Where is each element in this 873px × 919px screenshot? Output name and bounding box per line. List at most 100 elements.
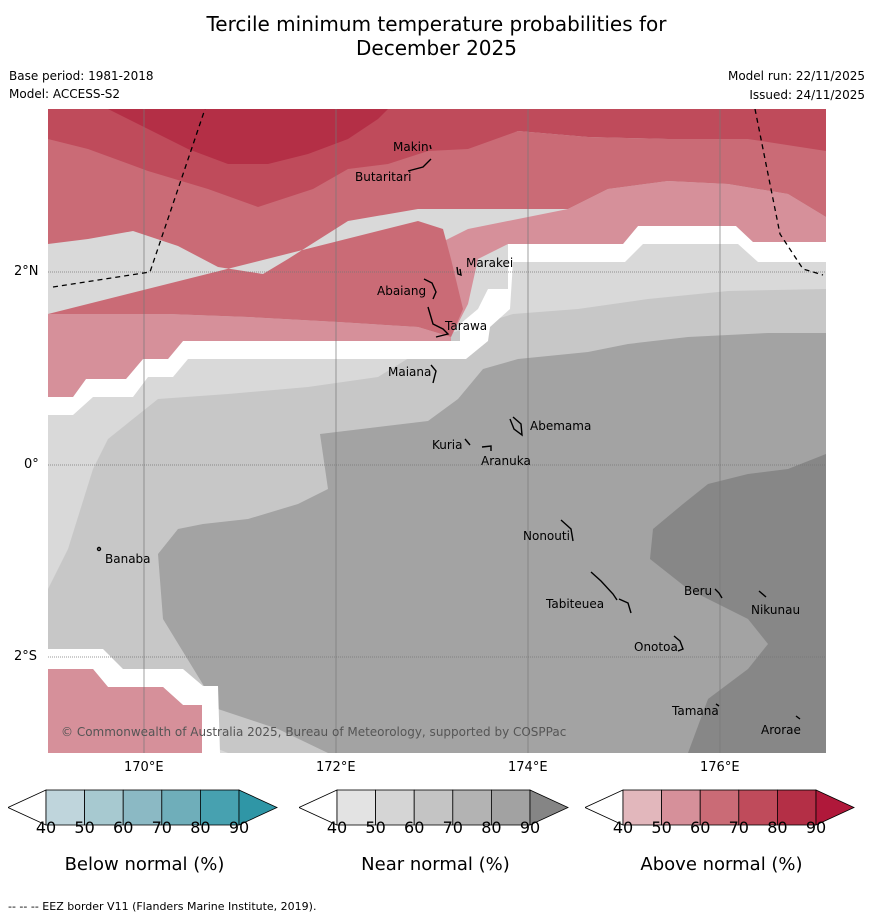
label-nikunau: Nikunau	[751, 603, 800, 617]
onotoa-island	[673, 635, 684, 652]
model-run: Model run: 22/11/2025	[727, 69, 865, 83]
beru-island	[714, 588, 723, 599]
colorbar-above-cell	[699, 789, 740, 826]
copyright-notice: © Commonwealth of Australia 2025, Bureau…	[61, 725, 566, 739]
butaritari-island	[407, 158, 432, 172]
aranuka-island	[481, 445, 492, 451]
lat-label-2n: 2°N	[14, 264, 39, 279]
colorbar-below-cell	[199, 789, 240, 826]
colorbar-below-tick: 80	[190, 818, 210, 835]
colorbar-near-label: Near normal (%)	[361, 854, 510, 875]
colorbar-near-tick: 70	[443, 818, 463, 835]
kuria-island	[464, 438, 471, 446]
model-name: Model: ACCESS-S2	[9, 87, 121, 101]
colorbar-below-cell	[45, 789, 85, 826]
eez-border	[52, 109, 824, 288]
colorbar-below-tick: 50	[74, 818, 94, 835]
tamana-island	[715, 703, 720, 707]
colorbar-near-cell	[452, 789, 492, 826]
colorbar-below-cell	[122, 789, 163, 826]
label-tabiteuea: Tabiteuea	[545, 597, 604, 611]
eez-border-east	[754, 109, 824, 276]
lon-label-172e: 172°E	[316, 760, 356, 775]
colorbar-near-cell	[336, 789, 376, 826]
colorbar-above-tick: 80	[767, 818, 787, 835]
label-aranuka: Aranuka	[481, 454, 531, 468]
colorbar-above-cell	[661, 789, 701, 826]
label-banaba: Banaba	[105, 552, 151, 566]
label-nonouti: Nonouti	[523, 529, 570, 543]
colorbar-near-extend-high	[529, 789, 569, 826]
separation-band-bottom	[48, 649, 220, 753]
banaba-island	[96, 546, 102, 552]
colorbar-near-tick: 80	[481, 818, 501, 835]
above-90-region	[108, 109, 388, 164]
lon-label-176e: 176°E	[700, 760, 740, 775]
colorbar-above-tick: 40	[613, 818, 633, 835]
islands	[96, 144, 801, 720]
base-period: Base period: 1981-2018	[9, 69, 154, 83]
abaiang-island	[423, 278, 437, 300]
lon-label-170e: 170°E	[124, 760, 164, 775]
lat-label-0: 0°	[24, 457, 39, 472]
tabiteuea-south-island	[618, 598, 632, 614]
colorbar-below-cells	[8, 789, 278, 826]
colorbar-below-tick: 40	[36, 818, 56, 835]
label-beru: Beru	[684, 584, 712, 598]
colorbar-above-ticks: 40 50 60 70 80 90	[613, 818, 826, 835]
colorbar-above-cells	[585, 789, 855, 826]
tarawa-island	[427, 306, 450, 338]
colorbar-above-extend-high	[815, 789, 855, 826]
nikunau-island	[758, 590, 767, 598]
colorbar-below-ticks: 40 50 60 70 80 90	[36, 818, 249, 835]
label-abemama: Abemama	[530, 419, 591, 433]
colorbar-below-tick: 60	[113, 818, 133, 835]
label-maiana: Maiana	[388, 365, 431, 379]
colorbar-above: 40 50 60 70 80 90	[585, 789, 855, 835]
label-marakei: Marakei	[466, 256, 513, 270]
title-line-1: Tercile minimum temperature probabilitie…	[206, 12, 667, 36]
label-onotoa: Onotoa	[634, 640, 678, 654]
makin-island	[429, 144, 432, 150]
colorbar-below-tick: 90	[229, 818, 249, 835]
label-makin: Makin	[393, 140, 429, 154]
maiana-island	[430, 364, 437, 384]
footer-note: -- -- -- EEZ border V11 (Flanders Marine…	[8, 900, 317, 913]
label-abaiang: Abaiang	[377, 284, 426, 298]
separation-band-top	[48, 226, 826, 415]
colorbar-above-cell	[776, 789, 817, 826]
colorbar-below-tick: 70	[152, 818, 172, 835]
probability-map: Makin Butaritari Marakei Abaiang Tarawa …	[48, 109, 826, 753]
label-arorae: Arorae	[761, 723, 801, 737]
lon-label-174e: 174°E	[508, 760, 548, 775]
label-tamana: Tamana	[671, 704, 719, 718]
colorbar-above-tick: 90	[806, 818, 826, 835]
near-60-region	[158, 333, 826, 753]
above-60-bottom-region	[48, 669, 202, 753]
colorbar-above-tick: 60	[690, 818, 710, 835]
colorbar-near-cell	[490, 789, 531, 826]
marakei-island	[456, 266, 462, 277]
title-line-2: December 2025	[356, 36, 517, 60]
label-tarawa: Tarawa	[444, 319, 487, 333]
colorbar-below-label: Below normal (%)	[64, 854, 225, 875]
colorbar-above-tick: 50	[651, 818, 671, 835]
near-70-region	[650, 454, 826, 753]
chart-title: Tercile minimum temperature probabilitie…	[0, 12, 873, 60]
abemama-island	[509, 416, 523, 437]
colorbar-near-tick: 60	[404, 818, 424, 835]
colorbar-near-tick: 40	[327, 818, 347, 835]
label-kuria: Kuria	[432, 438, 463, 452]
tabiteuea-north-island	[590, 571, 618, 601]
colorbar-near: 40 50 60 70 80 90	[299, 789, 569, 835]
colorbar-above-cell	[622, 789, 662, 826]
colorbar-near-ticks: 40 50 60 70 80 90	[327, 818, 540, 835]
graticule	[48, 109, 826, 753]
colorbar-near-tick: 90	[520, 818, 540, 835]
colorbar-above-cell	[738, 789, 778, 826]
colorbar-below-cell	[84, 789, 124, 826]
colorbar-below-extend-high	[238, 789, 278, 826]
issued-date: Issued: 24/11/2025	[749, 88, 865, 102]
nonouti-island	[560, 519, 574, 542]
arorae-island	[795, 715, 801, 720]
